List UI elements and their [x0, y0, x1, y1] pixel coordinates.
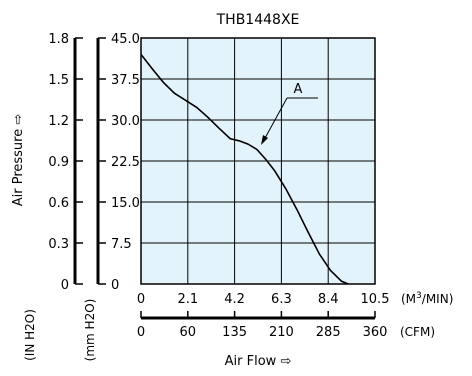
x-axis-m3-unit: (M3/MIN) — [401, 291, 453, 306]
x-cfm-tick-label: 135 — [222, 325, 247, 340]
x-cfm-tick-label: 60 — [180, 325, 197, 340]
y-in-tick-label: 0.9 — [48, 155, 69, 170]
y-axis-label: Air Pressure ⇨ — [11, 114, 26, 207]
y-mm-tick-label: 15.0 — [111, 196, 140, 211]
x-cfm-tick-label: 285 — [316, 325, 341, 340]
chart-title: THB1448XE — [216, 12, 300, 28]
y-axis-mm-ticks: 0 7.5 15.0 22.5 30.0 37.5 45.0 — [98, 32, 140, 293]
x-unit-post: /MIN) — [422, 292, 454, 306]
y-axis-in-unit: (IN H2O) — [23, 309, 37, 361]
series-line-a — [140, 53, 349, 285]
x-cfm-tick-label: 0 — [137, 325, 145, 340]
y-in-tick-label: 1.2 — [48, 114, 69, 129]
plot-frame — [140, 37, 376, 285]
y-in-tick-label: 0.6 — [48, 196, 69, 211]
y-in-tick-label: 0.3 — [48, 237, 69, 252]
annotation-arrowhead — [261, 135, 268, 145]
x-m3-tick-label: 4.2 — [224, 292, 245, 307]
x-axis-m3-ticks: 0 2.1 4.2 6.3 8.4 10.5 — [137, 292, 390, 307]
x-m3-tick-label: 10.5 — [361, 292, 390, 307]
y-in-tick-label: 1.8 — [48, 32, 69, 47]
x-m3-tick-label: 8.4 — [318, 292, 339, 307]
x-cfm-tick-label: 360 — [363, 325, 388, 340]
x-unit-sup: 3 — [416, 291, 422, 301]
x-m3-tick-label: 0 — [137, 292, 145, 307]
y-mm-tick-label: 0 — [111, 278, 119, 293]
x-m3-tick-label: 2.1 — [177, 292, 198, 307]
y-axis-in-ticks: 0 0.3 0.6 0.9 1.2 1.5 1.8 — [48, 32, 83, 293]
x-unit-pre: (M — [401, 292, 416, 306]
y-mm-tick-label: 7.5 — [111, 237, 132, 252]
y-in-tick-label: 1.5 — [48, 73, 69, 88]
x-axis-label: Air Flow ⇨ — [225, 354, 292, 369]
x-axis-cfm-ticks: 0 60 135 210 285 360 — [137, 311, 388, 340]
y-in-tick-label: 0 — [61, 278, 69, 293]
x-cfm-tick-label: 210 — [269, 325, 294, 340]
y-mm-tick-label: 22.5 — [111, 155, 140, 170]
y-mm-tick-label: 45.0 — [111, 32, 140, 47]
x-axis-cfm-unit: (CFM) — [400, 325, 435, 339]
annotation-label: A — [294, 82, 303, 97]
y-mm-tick-label: 30.0 — [111, 114, 140, 129]
grid-lines — [141, 38, 375, 284]
y-mm-tick-label: 37.5 — [111, 73, 140, 88]
annotation-a: A — [261, 82, 318, 145]
y-axis-mm-unit: (mm H2O) — [83, 299, 97, 362]
x-m3-tick-label: 6.3 — [271, 292, 292, 307]
annotation-leader — [263, 97, 288, 141]
